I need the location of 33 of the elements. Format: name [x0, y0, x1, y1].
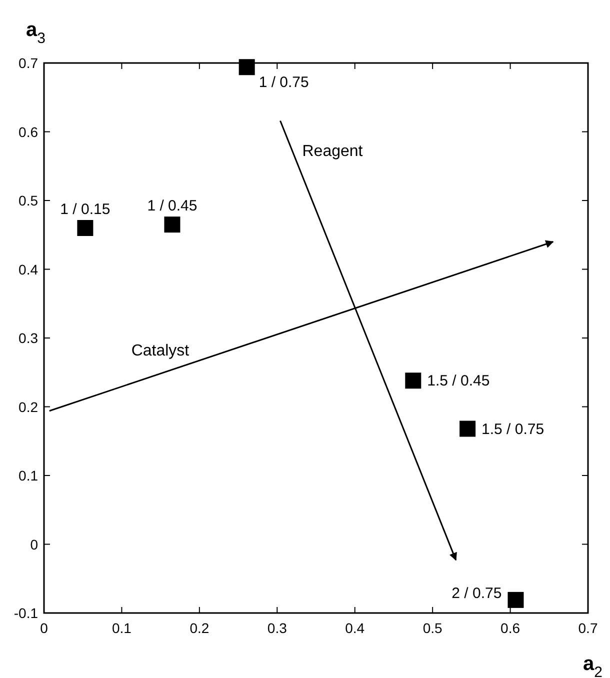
y-tick-label: 0.6: [18, 124, 38, 140]
data-label: 1.5 / 0.45: [427, 372, 490, 390]
data-label: 2 / 0.75: [452, 584, 502, 602]
x-tick-label: 0.5: [422, 620, 443, 636]
y-axis-title: a$_{3}$: [26, 19, 46, 47]
x-tick-label: 0.1: [112, 620, 132, 636]
y-tick-label: 0.1: [18, 468, 38, 484]
x-axis-title: a$_{2}$: [583, 653, 602, 678]
data-label: 1 / 0.45: [147, 198, 198, 215]
data-label: 1 / 0.15: [60, 201, 110, 218]
y-tick-label: 0.2: [18, 398, 38, 415]
point: [405, 372, 422, 389]
x-tick-label: 0.6: [500, 620, 520, 636]
x-tick-label: 0: [40, 620, 48, 636]
x-tick-label: 0.4: [345, 620, 365, 636]
series-label: Catalyst: [131, 342, 190, 360]
y-tick-label: -0.1: [14, 605, 38, 621]
y-tick-label: 0.7: [18, 55, 38, 71]
point: [164, 216, 180, 233]
y-tick-label: 0.4: [18, 261, 38, 278]
series-label: Reagent: [302, 142, 364, 160]
x-tick-label: 0.3: [267, 620, 288, 636]
point: [238, 59, 255, 76]
y-tick-label: 0: [30, 536, 38, 552]
y-tick-label: 0.5: [18, 192, 38, 208]
data-label: 1 / 0.75: [258, 74, 309, 92]
point: [460, 420, 476, 437]
point: [77, 220, 94, 236]
x-tick-label: 0.7: [578, 620, 598, 636]
y-tick-label: 0.3: [18, 330, 38, 346]
data-label: 1.5 / 0.75: [482, 420, 544, 438]
point: [508, 592, 524, 608]
x-tick-label: 0.2: [190, 620, 210, 636]
